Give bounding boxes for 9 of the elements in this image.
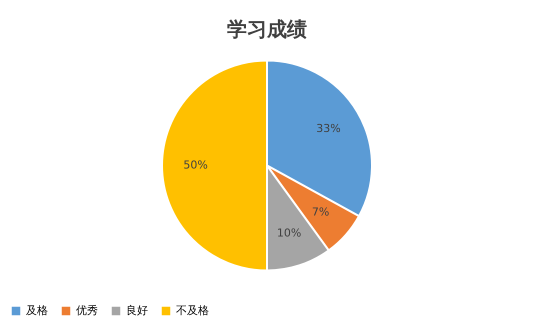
legend-label: 不及格 <box>176 304 209 317</box>
data-label: 10% <box>276 226 302 240</box>
chart-title: 学习成绩 <box>227 17 307 41</box>
data-label: 7% <box>312 206 330 219</box>
legend-label: 良好 <box>126 304 148 317</box>
data-label: 50% <box>183 158 208 172</box>
data-label: 33% <box>316 122 341 136</box>
legend-label: 及格 <box>26 304 48 317</box>
legend-label: 优秀 <box>76 304 98 317</box>
